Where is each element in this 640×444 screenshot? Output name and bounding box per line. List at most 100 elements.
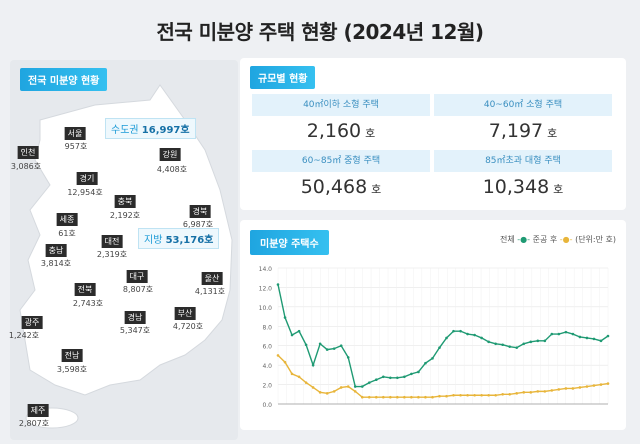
data-point — [367, 381, 371, 384]
data-point — [508, 345, 512, 348]
size-panel: 규모별 현황 40㎡이하 소형 주택 40~60㎡ 소형 주택 2,160 호 7… — [240, 58, 626, 210]
region-label: 충북 — [114, 195, 136, 208]
chart-tag: 미분양 주택수 — [250, 230, 329, 255]
series-line-1 — [277, 354, 609, 398]
region-label: 세종 — [56, 213, 78, 226]
data-point — [318, 391, 322, 394]
data-point — [585, 336, 589, 340]
data-point — [550, 389, 554, 392]
data-point — [325, 348, 329, 351]
map-tag: 전국 미분양 현황 — [20, 68, 108, 91]
capital-area-value: 16,997호 — [141, 125, 190, 136]
region-value: 12,954호 — [67, 188, 103, 197]
map-panel: 전국 미분양 현황 서울 957호 인천 3,086호 강원 4,408호 경기 12,954… — [9, 60, 238, 440]
capital-area-label: 수도권 — [111, 125, 139, 136]
data-point — [536, 339, 540, 343]
size-label-2: 40~60㎡ 소형 주택 — [434, 94, 612, 116]
data-point — [431, 357, 434, 360]
capital-area-total: 수도권 16,997호 — [105, 118, 196, 139]
data-point — [473, 333, 476, 337]
region-label: 울산 — [201, 272, 223, 285]
data-point — [325, 392, 329, 395]
data-point — [283, 316, 287, 319]
legend-total-marker: -●- — [517, 235, 531, 244]
chart-legend: 전체 -●- 준공 후 -●- (단위:만 호) — [500, 234, 616, 245]
data-point — [438, 346, 441, 349]
data-point — [346, 385, 350, 388]
data-point — [396, 395, 399, 399]
data-point — [417, 370, 420, 374]
data-point — [382, 395, 385, 399]
data-point — [599, 383, 603, 386]
y-tick-label: 12.0 — [259, 285, 273, 292]
data-point — [353, 390, 357, 393]
region-label: 경기 — [76, 172, 98, 185]
data-point — [543, 339, 547, 343]
legend-completed-marker: -●- — [559, 235, 573, 244]
data-point — [318, 342, 322, 346]
data-point — [304, 381, 308, 384]
provinces-total: 지방 53,176호 — [138, 228, 220, 249]
series-line-0 — [277, 284, 609, 388]
data-point — [339, 386, 343, 389]
data-point — [431, 395, 434, 399]
page-title: 전국 미분양 주택 현황 (2024년 12월) — [156, 20, 485, 44]
data-point — [410, 372, 413, 376]
data-point — [515, 392, 519, 395]
data-point — [417, 395, 420, 399]
data-point — [360, 385, 364, 388]
region-value: 6,987호 — [182, 220, 214, 229]
data-point — [332, 347, 336, 350]
data-point — [543, 390, 547, 393]
data-point — [459, 329, 462, 333]
y-tick-label: 4.0 — [262, 363, 272, 370]
data-point — [501, 343, 504, 347]
region-value: 2,743호 — [72, 299, 104, 308]
data-point — [494, 393, 497, 397]
y-tick-label: 6.0 — [262, 344, 272, 351]
region-label: 전남 — [61, 349, 83, 362]
data-point — [403, 375, 406, 379]
region-label: 인천 — [17, 146, 39, 159]
data-point — [283, 360, 287, 364]
region-value: 3,598호 — [56, 365, 88, 374]
y-tick-label: 0.0 — [262, 402, 272, 409]
data-point — [367, 395, 371, 399]
region-value: 5,347호 — [119, 326, 151, 335]
data-point — [374, 378, 378, 382]
line-chart: 0.0 2.0 4.0 6.0 8.0 10.0 12.0 14.0 — [259, 266, 610, 409]
data-point — [480, 336, 483, 340]
region-label: 대전 — [101, 235, 123, 248]
data-point — [592, 337, 596, 341]
legend-completed: 준공 후 — [532, 235, 558, 244]
data-point — [452, 393, 455, 397]
unit-note: (단위:만 호) — [575, 235, 616, 244]
data-point — [487, 340, 490, 344]
data-point — [585, 385, 589, 388]
data-point — [473, 393, 476, 397]
data-point — [424, 395, 427, 399]
data-point — [445, 394, 448, 398]
size-label-1: 40㎡이하 소형 주택 — [252, 94, 430, 116]
data-point — [578, 386, 582, 389]
data-point — [522, 342, 526, 346]
data-point — [480, 393, 483, 397]
region-label: 서울 — [64, 127, 86, 140]
provinces-value: 53,176호 — [165, 235, 214, 246]
region-value: 2,192호 — [109, 211, 141, 220]
data-point — [557, 332, 561, 336]
data-point — [311, 363, 315, 367]
region-value: 4,408호 — [156, 165, 188, 174]
region-label: 전북 — [74, 283, 96, 296]
data-point — [311, 386, 315, 389]
data-point — [508, 392, 512, 396]
size-value-2: 7,197 호 — [488, 120, 558, 142]
data-point — [578, 335, 582, 339]
data-point — [571, 387, 575, 390]
legend-total: 전체 — [500, 235, 515, 244]
y-tick-label: 8.0 — [262, 324, 272, 331]
data-point — [571, 332, 575, 336]
size-value-1: 2,160 호 — [306, 120, 376, 142]
region-label: 대구 — [126, 270, 148, 283]
data-point — [445, 336, 448, 340]
